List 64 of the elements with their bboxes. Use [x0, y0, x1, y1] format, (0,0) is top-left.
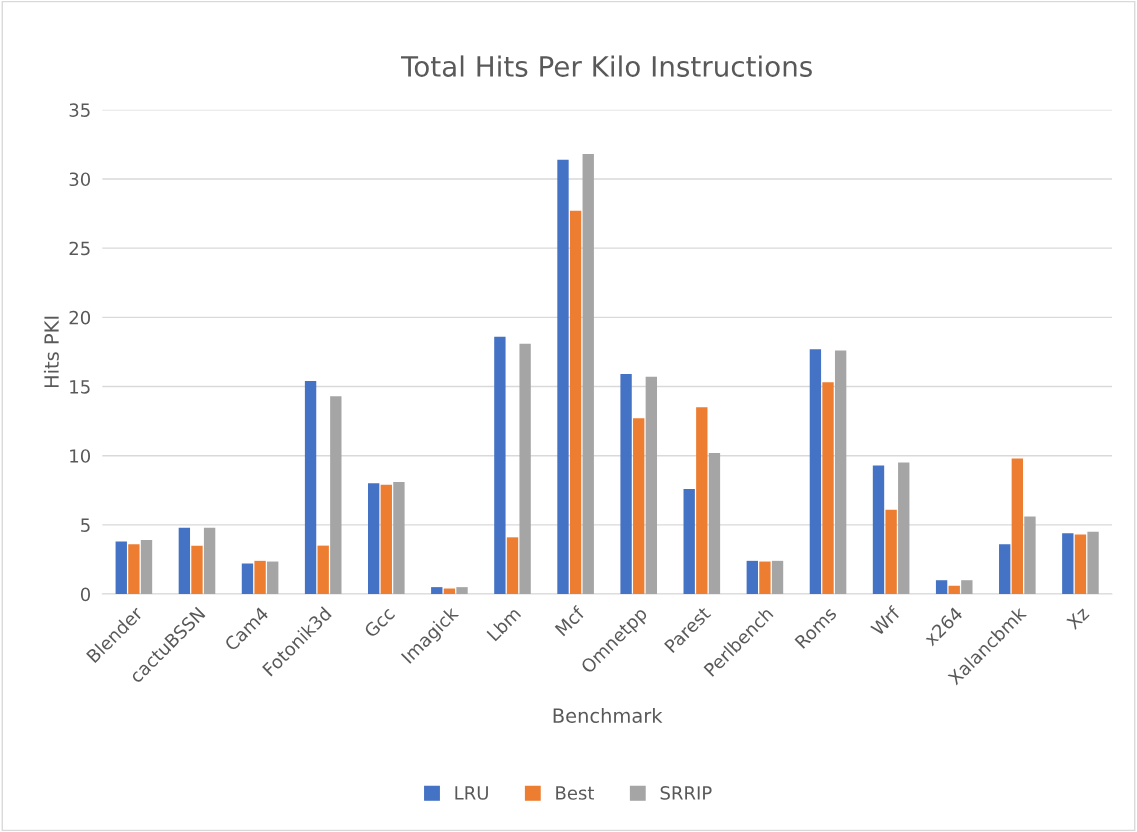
- bar: [304, 380, 317, 595]
- bar: [645, 376, 658, 595]
- x-tick-label: Gcc: [363, 606, 396, 639]
- y-tick-label: 35: [69, 103, 90, 117]
- x-tick-label: Wrf: [869, 604, 902, 637]
- bar: [633, 418, 645, 595]
- y-tick-label: 5: [81, 518, 90, 532]
- x-tick-label: Xz: [1065, 606, 1090, 630]
- bar: [999, 544, 1011, 595]
- bar: [431, 587, 443, 595]
- bar: [330, 396, 342, 595]
- legend-label: LRU: [455, 786, 488, 800]
- bar: [746, 560, 758, 595]
- y-tick-label: 25: [69, 241, 90, 256]
- bar: [317, 545, 329, 595]
- bar: [809, 349, 822, 595]
- y-tick-label: 0: [80, 587, 91, 602]
- bar: [519, 343, 531, 595]
- bar: [380, 484, 392, 595]
- bar: [683, 488, 695, 595]
- bar: [898, 462, 910, 595]
- bar: [494, 336, 506, 595]
- bar: [557, 159, 569, 595]
- y-tick-label: 10: [70, 449, 91, 463]
- bar: [241, 563, 254, 595]
- bar: [935, 580, 948, 595]
- y-tick-label: 30: [69, 172, 91, 187]
- bar: [1011, 458, 1024, 595]
- bar: [885, 509, 897, 595]
- y-tick-label: 20: [69, 310, 91, 325]
- bar: [948, 585, 960, 595]
- bar: [708, 452, 721, 595]
- bar: [620, 374, 632, 595]
- y-axis-title: Hits PKI: [43, 316, 59, 388]
- chart-title: Total Hits Per Kilo Instructions: [400, 55, 812, 77]
- bar: [822, 382, 834, 595]
- bar: [506, 537, 519, 595]
- bar: [1062, 533, 1074, 595]
- bar: [1074, 534, 1087, 595]
- bar: [759, 561, 771, 595]
- legend-label: Best: [556, 786, 595, 800]
- bar: [115, 541, 127, 595]
- x-axis-title: Benchmark: [553, 707, 663, 723]
- bar: [178, 527, 191, 595]
- bar: [834, 350, 847, 595]
- bar: [191, 545, 203, 595]
- bar: [254, 560, 266, 595]
- y-tick-label: 15: [70, 380, 90, 394]
- bar: [128, 544, 140, 595]
- bar: [140, 540, 153, 595]
- bar: [1024, 516, 1036, 595]
- bar: [961, 580, 973, 595]
- bar: [368, 483, 380, 595]
- bar: [569, 210, 582, 595]
- bar: [203, 527, 216, 595]
- bar: [456, 587, 468, 595]
- bar: [872, 465, 885, 595]
- bar: [582, 154, 594, 595]
- bar: [771, 560, 784, 595]
- legend-label: SRRIP: [660, 786, 712, 800]
- bar: [267, 561, 279, 595]
- bar: [696, 407, 708, 595]
- bar: [393, 481, 405, 595]
- bar: [1087, 531, 1099, 595]
